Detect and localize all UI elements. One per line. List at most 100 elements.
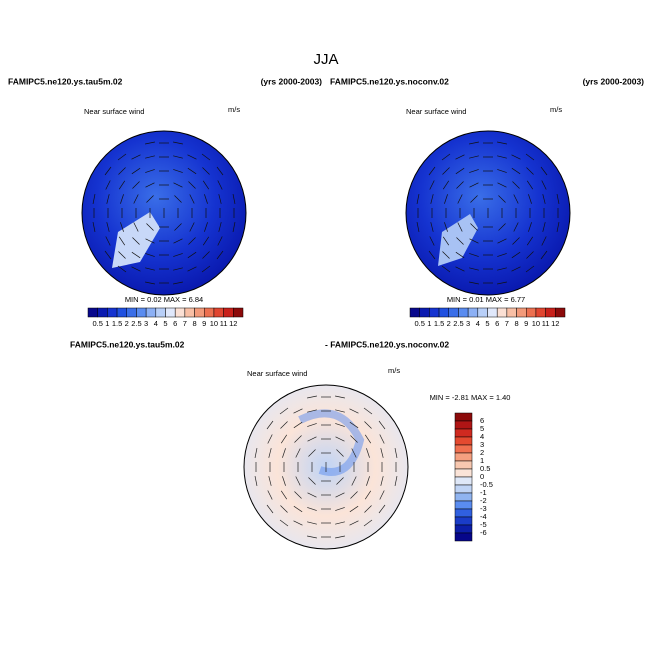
colorbar-cell [204, 307, 215, 318]
wind-arrow [202, 236, 210, 246]
wind-arrow [335, 535, 345, 539]
wind-arrow [528, 222, 532, 232]
wind-arrow [469, 281, 479, 285]
wind-arrow [497, 253, 507, 257]
wind-arrow [351, 476, 357, 486]
colorbar-label: 5 [485, 319, 489, 328]
wind-arrow [394, 476, 398, 486]
wind-arrow [497, 281, 507, 285]
colorbar-label: 9 [524, 319, 528, 328]
wind-arrow [526, 251, 534, 259]
min-max: MIN = -2.81 MAX = 1.40 [430, 393, 511, 402]
wind-arrow [442, 180, 450, 190]
wind-arrow [442, 167, 450, 175]
colorbar-cell [454, 532, 473, 542]
wind-arrow [267, 490, 273, 500]
colorbar-cell [213, 307, 224, 318]
wind-arrow [279, 407, 289, 415]
wind-arrow [364, 505, 372, 513]
wind-arrow [187, 167, 197, 175]
wind-arrow [216, 166, 224, 176]
wind-arrow [498, 223, 506, 231]
wind-arrow [455, 154, 465, 160]
map-feature [438, 214, 478, 266]
colorbar-label: -0.5 [480, 480, 493, 489]
wind-arrow [364, 421, 372, 429]
colorbar-cell [233, 307, 244, 318]
colorbar-cell [516, 307, 527, 318]
units: m/s [550, 105, 562, 114]
wind-arrow [254, 448, 258, 458]
wind-arrow [456, 181, 464, 189]
wind-arrow [364, 490, 372, 500]
colorbar-label: 6 [173, 319, 177, 328]
colorbar-label: 12 [551, 319, 559, 328]
wind-arrow [105, 236, 111, 246]
case-name: - FAMIPC5.ne120.ys.noconv.02 [325, 339, 449, 349]
colorbar-label: 7 [505, 319, 509, 328]
wind-arrow [204, 222, 208, 232]
case-name: FAMIPC5.ne120.ys.noconv.02 [330, 76, 449, 86]
wind-arrow [511, 154, 521, 160]
colorbar-cell [454, 508, 473, 518]
colorbar-label: 2 [125, 319, 129, 328]
colorbar-label: 12 [229, 319, 237, 328]
wind-arrow [455, 167, 465, 175]
colorbar-label: 3 [144, 319, 148, 328]
wind-arrow [146, 223, 154, 231]
wind-arrow [457, 222, 463, 232]
wind-arrow [351, 448, 357, 458]
wind-arrow [379, 434, 385, 444]
wind-arrow [441, 265, 451, 273]
wind-arrow [349, 520, 359, 526]
colorbar-cell [487, 307, 498, 318]
wind-arrow [280, 434, 288, 444]
wind-arrow [378, 420, 386, 430]
colorbar-label: 2.5 [131, 319, 141, 328]
wind-arrow [189, 194, 195, 204]
wind-arrow [380, 448, 384, 458]
wind-arrow [455, 266, 465, 272]
colorbar-cell [555, 307, 566, 318]
colorbar-cell [496, 307, 508, 318]
wind-arrow [201, 265, 211, 273]
colorbar-label: -5 [480, 520, 487, 529]
wind-arrow [540, 166, 548, 176]
wind-arrow [307, 521, 317, 525]
wind-arrow [497, 155, 507, 159]
min-max: MIN = 0.02 MAX = 6.84 [125, 295, 203, 304]
wind-arrow [131, 266, 141, 272]
colorbar-label: 4 [476, 319, 480, 328]
colorbar-cell [438, 307, 449, 318]
wind-arrow [145, 267, 155, 271]
colorbar-label: -3 [480, 504, 487, 513]
wind-arrow [266, 504, 274, 514]
wind-arrow [293, 408, 303, 414]
wind-arrow [542, 194, 546, 204]
colorbar-cell [155, 307, 166, 318]
colorbar-label: 8 [192, 319, 196, 328]
wind-arrow [204, 194, 208, 204]
wind-arrow [526, 167, 534, 175]
wind-arrow [92, 222, 96, 232]
colorbar-label: 3 [480, 440, 484, 449]
wind-arrow [282, 476, 286, 486]
wind-arrow [307, 395, 317, 399]
wind-arrow [217, 236, 223, 246]
wind-arrow [189, 222, 195, 232]
colorbar-label: 1 [105, 319, 109, 328]
wind-arrow [173, 267, 183, 271]
wind-arrow [469, 253, 479, 257]
wind-arrow [294, 435, 302, 443]
wind-arrow [308, 477, 316, 485]
wind-arrow [363, 407, 373, 415]
wind-arrow [145, 141, 155, 145]
wind-arrow [120, 222, 124, 232]
colorbar-cell [165, 307, 176, 318]
wind-arrow [336, 449, 344, 457]
colorbar-label: 2 [447, 319, 451, 328]
colorbar-label: -4 [480, 512, 487, 521]
wind-arrow [187, 251, 197, 259]
wind-arrow [173, 253, 183, 257]
